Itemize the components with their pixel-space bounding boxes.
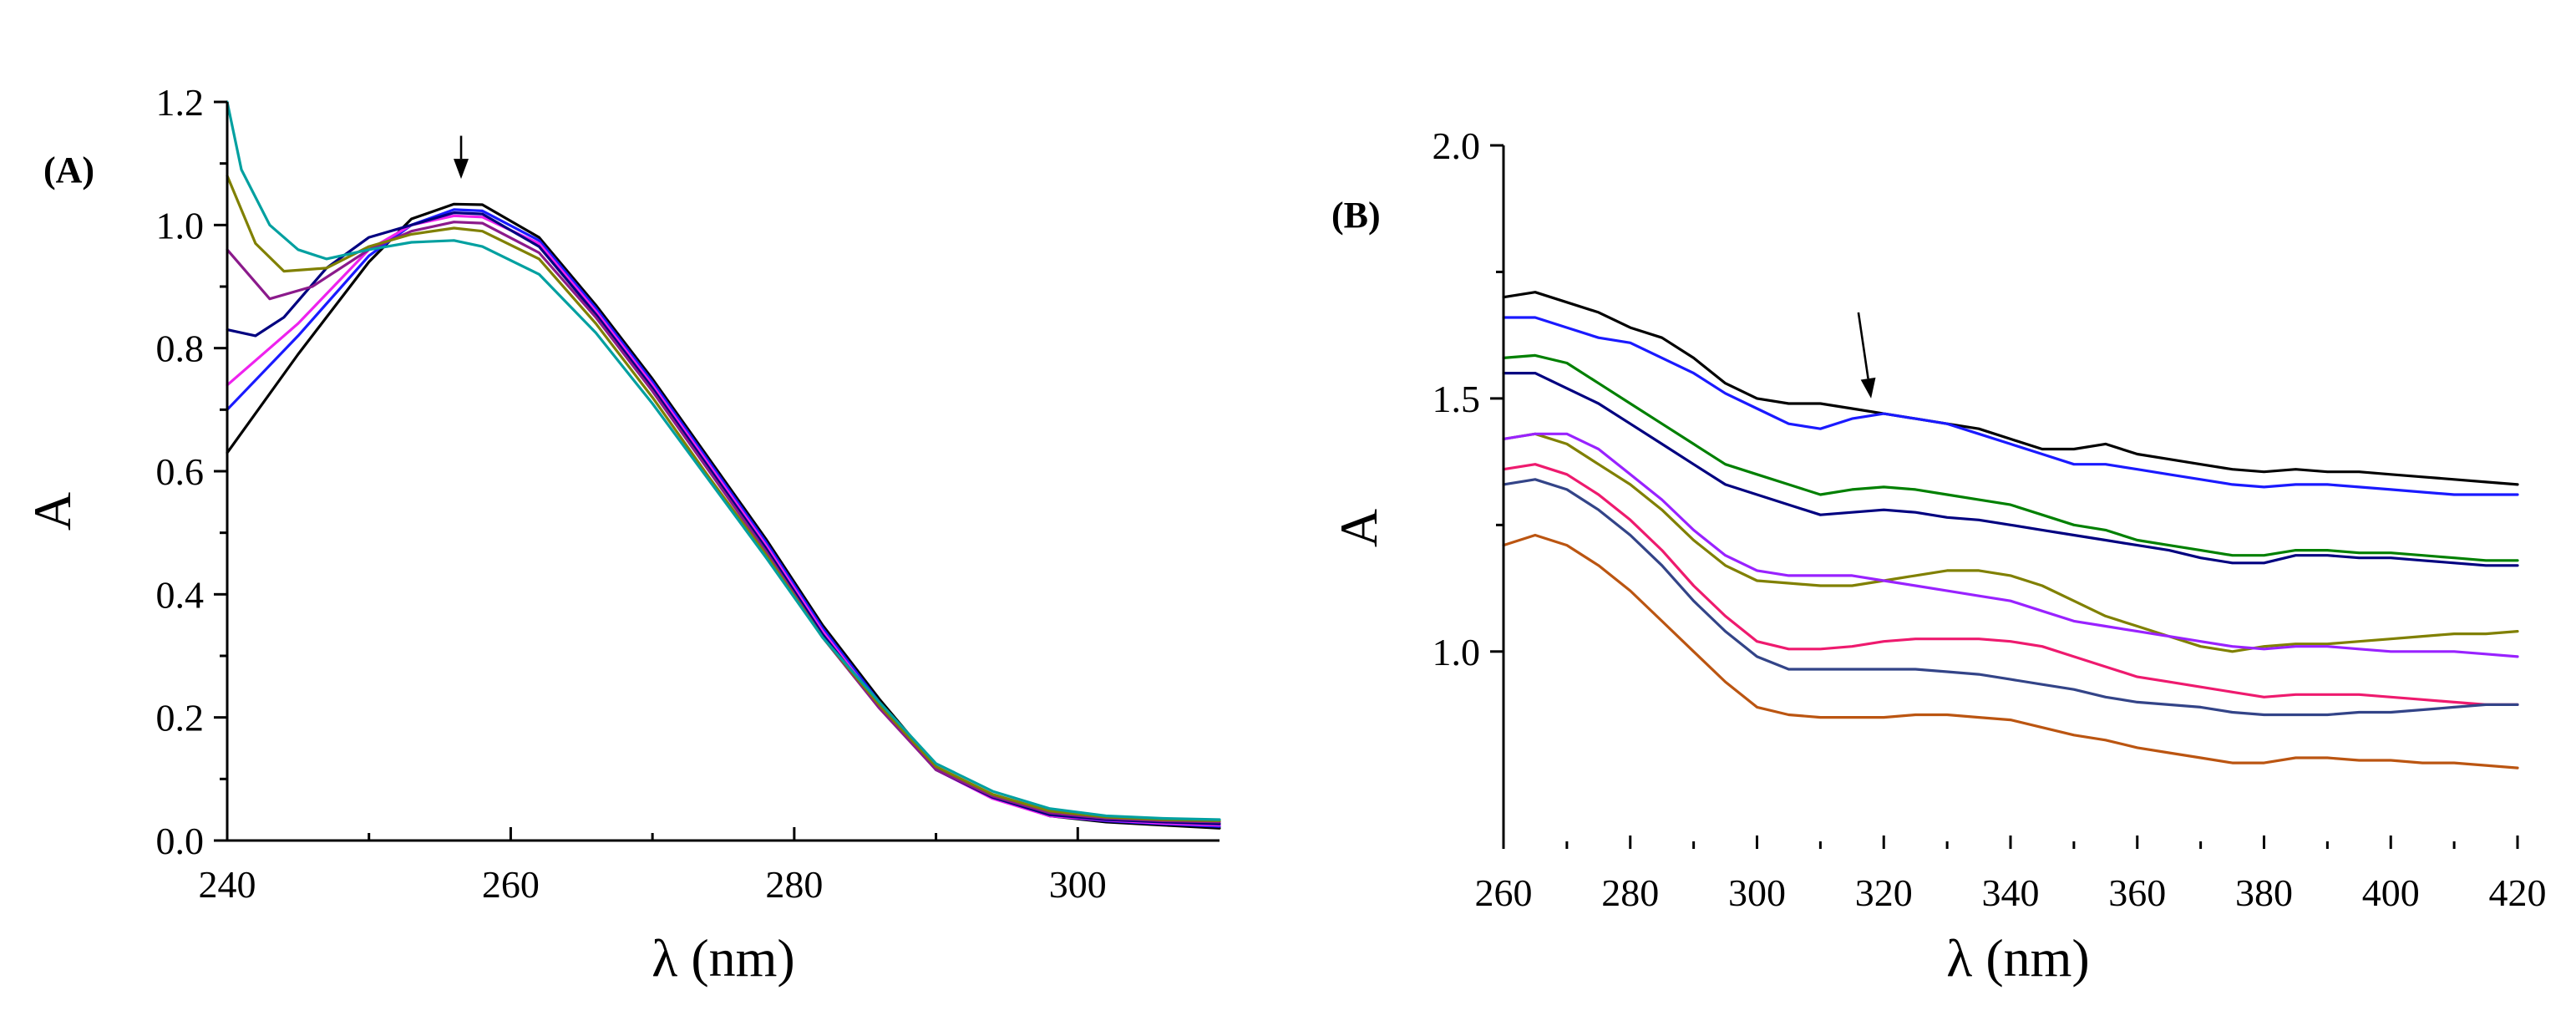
- panel-a-series-line-s4: [226, 211, 1221, 825]
- panel-a-y-tick-label-1: 1.0: [156, 204, 205, 246]
- panel-b-arrow-head: [1860, 377, 1876, 399]
- panel-a-ticks: 240 260 280 300 0.0 0.2 0.4 0.6 0.8 1.0 1.2: [156, 81, 1107, 906]
- panel-a-arrow: [454, 135, 469, 180]
- panel-a-series-line-s6: [226, 174, 1221, 823]
- panel-b-x-tick-label-400: 400: [2362, 871, 2420, 914]
- panel-b-arrow: [1857, 312, 1876, 399]
- panel-b-x-tick-label-380: 380: [2235, 871, 2293, 914]
- panel-a-y-tick-label-0.8: 0.8: [156, 328, 205, 370]
- panel-b-y-axis-title: A: [1329, 509, 1388, 547]
- panel-b-y-tick-label-2: 2.0: [1433, 124, 1481, 167]
- panel-b-arrow-shaft: [1857, 312, 1869, 379]
- panel-a-y-tick-label-0.6: 0.6: [156, 450, 205, 493]
- panel-b-x-tick-label-340: 340: [1982, 871, 2040, 914]
- panel-b-series-line-b2: [1502, 316, 2519, 496]
- panel-b-series-line-b6: [1502, 432, 2519, 658]
- panel-b-series-line-b4: [1502, 372, 2519, 567]
- panel-a-series-line-s5: [226, 221, 1221, 824]
- panel-b: (B) 260 280 300 320 340 360 380 400 420 1.0 1.5 2.0…: [1329, 124, 2547, 988]
- panel-b-x-tick-label-420: 420: [2489, 871, 2547, 914]
- panel-a-x-tick-label-300: 300: [1049, 863, 1107, 906]
- panel-b-series-line-b1: [1502, 291, 2519, 486]
- panel-a-arrow-head: [454, 159, 469, 180]
- panel-b-series-line-b3: [1502, 353, 2519, 562]
- panel-b-series-line-b9: [1502, 533, 2519, 770]
- panel-b-series-line-b8: [1502, 478, 2519, 717]
- panel-b-label: (B): [1331, 195, 1381, 236]
- panel-a: (A) 240 260 280 300 0.0 0.2 0.4 0.6 0.8 1.0 1.2 λ …: [23, 81, 1221, 988]
- panel-b-x-tick-label-360: 360: [2108, 871, 2166, 914]
- panel-b-x-tick-label-260: 260: [1475, 871, 1533, 914]
- panel-b-series-group: [1502, 291, 2519, 770]
- panel-a-y-tick-label-0: 0.0: [156, 820, 205, 862]
- panel-b-x-tick-label-300: 300: [1728, 871, 1786, 914]
- panel-b-y-tick-label-1: 1.0: [1433, 631, 1481, 673]
- panel-b-series-line-b7: [1502, 463, 2519, 707]
- panel-a-y-tick-label-0.4: 0.4: [156, 573, 205, 616]
- panel-a-x-tick-label-260: 260: [482, 863, 540, 906]
- panel-a-y-tick-label-0.2: 0.2: [156, 697, 205, 739]
- panel-a-x-axis-title: λ (nm): [652, 928, 794, 988]
- panel-a-y-tick-label-1.2: 1.2: [156, 81, 205, 124]
- panel-a-series-group: [226, 100, 1221, 830]
- panel-b-ticks: 260 280 300 320 340 360 380 400 420 1.0 1.5 2.0: [1433, 124, 2547, 914]
- panel-b-x-tick-label-320: 320: [1855, 871, 1913, 914]
- panel-a-series-line-s7: [226, 100, 1221, 821]
- panel-a-x-tick-label-240: 240: [199, 863, 256, 906]
- panel-a-y-axis-title: A: [23, 492, 82, 531]
- panel-b-y-tick-label-1.5: 1.5: [1433, 378, 1481, 420]
- panel-b-x-axis-title: λ (nm): [1946, 928, 2089, 988]
- panel-b-series-line-b5: [1502, 432, 2519, 653]
- panel-b-x-tick-label-280: 280: [1601, 871, 1659, 914]
- panel-a-label: (A): [43, 150, 94, 190]
- panel-a-x-tick-label-280: 280: [765, 863, 823, 906]
